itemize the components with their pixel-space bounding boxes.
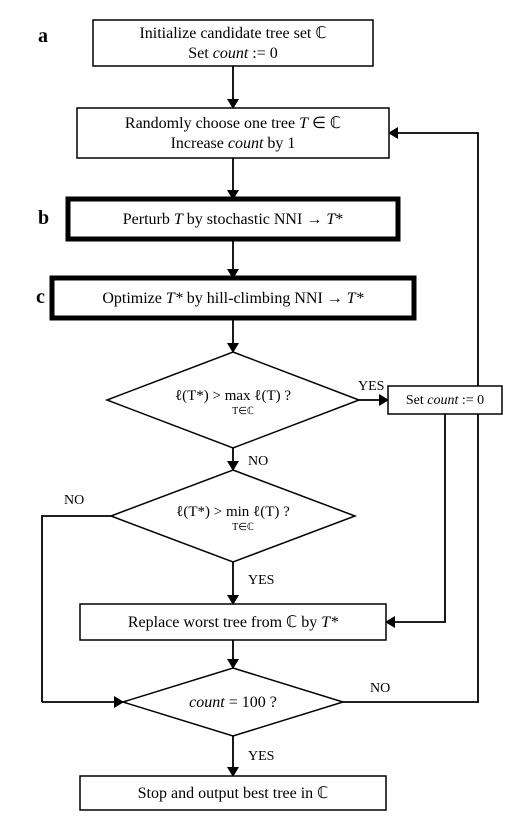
node-dec_max: ℓ(T*) > max ℓ(T) ? T∈ℂ [107, 352, 359, 448]
node-text: T∈ℂ [232, 406, 254, 417]
node-text: Increase count by 1 [171, 135, 296, 152]
node-setcount0: Set count := 0 [388, 386, 502, 414]
edge-label: YES [358, 379, 384, 394]
edge-label: YES [248, 573, 274, 588]
panel-label-c: c [36, 286, 45, 308]
node-dec_count: count = 100 ? [123, 668, 343, 736]
edge-label: YES [248, 749, 274, 764]
nodes: Initialize candidate tree set ℂ Set count… [52, 20, 502, 810]
node-text: Initialize candidate tree set ℂ [139, 25, 326, 42]
node-text: ℓ(T*) > min ℓ(T) ? [176, 504, 290, 520]
node-text: Perturb T by stochastic NNI → T* [123, 211, 343, 228]
node-text: Stop and output best tree in ℂ [138, 785, 329, 802]
node-text: Set count := 0 [406, 393, 484, 408]
node-stop: Stop and output best tree in ℂ [80, 776, 386, 810]
node-text: Optimize T* by hill-climbing NNI → T* [102, 290, 363, 307]
node-text: Randomly choose one tree T ∈ ℂ [125, 115, 341, 132]
node-replace: Replace worst tree from ℂ by T* [80, 604, 386, 640]
node-dec_min: ℓ(T*) > min ℓ(T) ? T∈ℂ [111, 470, 355, 562]
node-perturb: Perturb T by stochastic NNI → T* [68, 199, 398, 239]
node-text: ℓ(T*) > max ℓ(T) ? [175, 388, 291, 404]
node-text: Set count := 0 [188, 45, 277, 62]
node-text: Replace worst tree from ℂ by T* [128, 614, 338, 631]
edge-label: NO [370, 681, 390, 696]
panel-label-b: b [38, 207, 49, 229]
edge-label: NO [248, 454, 268, 469]
node-text: count = 100 ? [189, 694, 277, 711]
node-choose: Randomly choose one tree T ∈ ℂ Increase c… [77, 108, 389, 158]
panel-label-a: a [38, 25, 48, 47]
node-init: Initialize candidate tree set ℂ Set count… [93, 20, 373, 66]
node-text: T∈ℂ [232, 522, 254, 533]
edge [386, 414, 445, 622]
node-optimize: Optimize T* by hill-climbing NNI → T* [52, 278, 414, 318]
edge-label: NO [64, 493, 84, 508]
